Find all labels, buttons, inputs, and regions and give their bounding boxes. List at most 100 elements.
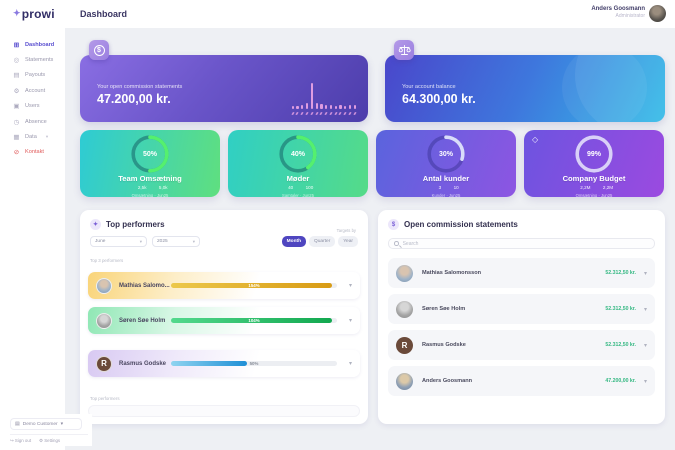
app-logo[interactable]: ✦prowi — [13, 7, 55, 21]
stat-value: 64.300,00 kr. — [402, 92, 476, 106]
donut-percent: 50% — [142, 150, 157, 158]
legend-value: 100 — [305, 185, 314, 190]
contact-icon: ⊘ — [13, 149, 20, 157]
statement-amount: 47.200,00 kr. — [605, 378, 636, 384]
sparkle-icon: ✦ — [90, 219, 101, 230]
stat-value: 47.200,00 kr. — [97, 92, 171, 106]
kpi-footer: Omsætning · Jun25 — [131, 192, 169, 198]
segment-month[interactable]: Month — [281, 236, 307, 247]
stat-label: Your account balance — [402, 84, 456, 90]
avatar — [96, 312, 112, 329]
month-select[interactable]: June ▾ — [90, 236, 147, 247]
statement-row[interactable]: R Rasmus Godske 52.312,50 kr. ▾ — [388, 330, 655, 360]
statement-name: Søren Søe Holm — [422, 306, 466, 312]
settings-link[interactable]: ⚙ Settings — [39, 438, 60, 444]
chevron-down-icon[interactable]: ▾ — [643, 378, 647, 385]
sidebar-item-statements[interactable]: ◎ Statements — [0, 52, 65, 67]
year-value: 2025 — [157, 239, 168, 244]
sidebar-item-label: Dashboard — [25, 41, 55, 48]
performer-name: Mathias Salomo... — [119, 282, 170, 289]
signout-label: Sign out — [14, 438, 32, 443]
statement-row[interactable]: Søren Søe Holm 52.312,50 kr. ▾ — [388, 294, 655, 324]
sidebar-item-label: Data — [25, 134, 37, 141]
chevron-down-icon[interactable]: ▾ — [348, 283, 352, 289]
users-icon: ▣ — [13, 103, 20, 111]
decor-circle — [562, 55, 647, 122]
progress-percent: 104% — [248, 317, 260, 323]
open-commission-card: Your open commission statements 47.200,0… — [80, 55, 368, 122]
kpi-legend: 2,5k 5,0k — [80, 185, 220, 190]
coin-icon: $ — [93, 44, 105, 56]
donut-percent: 99% — [586, 150, 601, 158]
donut-percent: 40% — [290, 150, 305, 158]
sidebar-item-label: Absence — [25, 118, 47, 125]
stat-label: Your open commission statements — [97, 84, 183, 90]
kpi-card-antal-kunder: 30% Antal kunder 3 10 Kunder · Jun25 — [376, 130, 516, 197]
dashboard-icon: ⊞ — [13, 41, 20, 49]
kpi-title: Team Omsætning — [118, 174, 182, 183]
statement-name: Mathias Salomonsson — [422, 270, 482, 276]
sidebar-item-absence[interactable]: ◷ Absence — [0, 114, 65, 129]
performer-row[interactable]: Mathias Salomo... 154% ▾ — [88, 272, 360, 299]
kpi-card-moeder: 40% Møder 40 100 Samtaler · Jun25 — [228, 130, 368, 197]
legend-dot — [575, 186, 578, 189]
segment-year[interactable]: Year — [338, 236, 358, 247]
panel-title: Open commission statements — [404, 220, 518, 229]
legend-dot — [283, 186, 286, 189]
chevron-down-icon[interactable]: ▾ — [643, 270, 647, 277]
sidebar-item-kontakt[interactable]: ⊘ Kontakt — [0, 145, 65, 160]
kpi-legend: 3 10 — [376, 185, 516, 190]
sidebar-item-label: Statements — [25, 57, 54, 64]
donut-chart: 40% — [279, 135, 317, 173]
chevron-down-icon: ▾ — [192, 238, 195, 244]
user-info[interactable]: Anders Goosmann Administrator — [591, 6, 645, 19]
empty-performer-row — [88, 405, 360, 417]
search-input[interactable] — [402, 240, 649, 247]
performer-row[interactable]: Søren Søe Holm 104% ▾ — [88, 307, 360, 334]
kpi-footer: Samtaler · Jun25 — [282, 192, 314, 198]
kpi-title: Antal kunder — [422, 174, 470, 183]
donut-percent: 30% — [438, 150, 453, 158]
signout-link[interactable]: ↪ Sign out — [10, 438, 31, 444]
targets-by-label: Targets by — [336, 228, 356, 233]
user-avatar[interactable] — [649, 5, 666, 22]
sidebar-item-account[interactable]: ⚙ Account — [0, 83, 65, 98]
scale-icon — [398, 44, 411, 55]
legend-dot — [300, 186, 303, 189]
donut-chart: 99% — [575, 135, 613, 173]
sidebar-item-users[interactable]: ▣ Users — [0, 99, 65, 114]
statement-row[interactable]: Mathias Salomonsson 52.312,50 kr. ▾ — [388, 258, 655, 288]
sidebar-item-payouts[interactable]: ▤ Payouts — [0, 68, 65, 83]
performer-row[interactable]: R Rasmus Godske 50% ▾ — [88, 350, 360, 377]
balance-chip — [394, 40, 414, 60]
legend-dot — [598, 186, 601, 189]
kpi-card-team-omsaetning: 50% Team Omsætning 2,5k 5,0k Omsætning ·… — [80, 130, 220, 197]
statement-amount: 52.312,50 kr. — [605, 270, 636, 276]
commission-chip: $ — [89, 40, 109, 60]
sidebar-item-dashboard[interactable]: ⊞ Dashboard — [0, 37, 65, 52]
segment-quarter[interactable]: Quarter — [309, 236, 336, 247]
data-icon: ▦ — [13, 134, 20, 142]
panel-title: Top performers — [106, 220, 165, 229]
chevron-down-icon[interactable]: ▾ — [348, 318, 352, 324]
statement-icon: $ — [388, 219, 399, 230]
gear-icon: ⚙ — [39, 438, 43, 443]
sidebar-item-data[interactable]: ▦ Data ▾ — [0, 129, 65, 144]
company-switcher[interactable]: ▤ Demo Customer ▾ — [10, 418, 82, 430]
chevron-down-icon[interactable]: ▾ — [643, 342, 647, 349]
year-select[interactable]: 2025 ▾ — [152, 236, 200, 247]
top3-label: Top 3 performers — [90, 258, 124, 263]
sidebar-item-label: Kontakt — [25, 149, 44, 156]
avatar: R — [396, 336, 413, 354]
chevron-down-icon[interactable]: ▾ — [348, 361, 352, 367]
search-icon — [394, 241, 399, 246]
statement-amount: 52.312,50 kr. — [605, 306, 636, 312]
legend-dot — [433, 186, 436, 189]
main-content: $ Your open commission statements 47.200… — [65, 28, 675, 450]
search-box — [388, 238, 655, 249]
chevron-down-icon[interactable]: ▾ — [643, 306, 647, 313]
statement-row[interactable]: Anders Goosmann 47.200,00 kr. ▾ — [388, 366, 655, 396]
logo-text: prowi — [21, 7, 55, 21]
sidebar: ⊞ Dashboard ◎ Statements ▤ Payouts ⚙ Account… — [0, 28, 92, 450]
